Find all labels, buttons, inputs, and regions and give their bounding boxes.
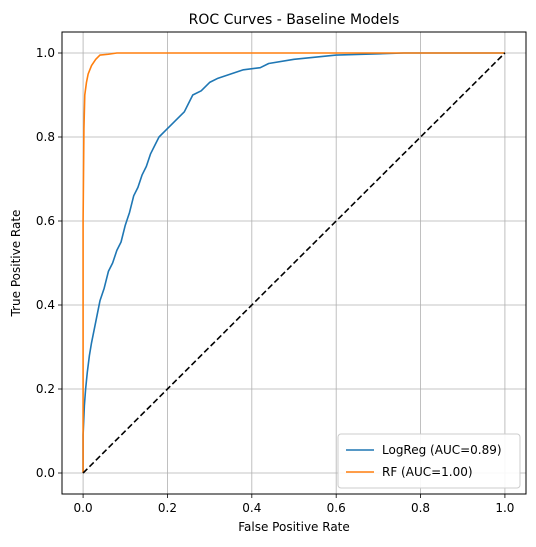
- y-tick-label: 0.6: [36, 214, 55, 228]
- y-tick-label: 1.0: [36, 46, 55, 60]
- series-line-1: [82, 52, 505, 473]
- x-axis-label: False Positive Rate: [238, 520, 350, 534]
- y-tick-label: 0.8: [36, 130, 55, 144]
- plot-area: [61, 31, 527, 495]
- x-axis: 0.0 0.2 0.4 0.6 0.8 1.0: [74, 494, 514, 515]
- plot-frame: [61, 31, 527, 495]
- chart-title: ROC Curves - Baseline Models: [189, 12, 400, 28]
- y-tick-label: 0.4: [36, 298, 55, 312]
- legend-label: LogReg (AUC=0.89): [382, 443, 502, 457]
- y-axis: 0.0 0.2 0.4 0.6 0.8 1.0: [36, 46, 62, 480]
- x-tick-label: 0.8: [411, 501, 430, 515]
- x-tick-label: 0.6: [327, 501, 346, 515]
- legend-box: [337, 433, 521, 489]
- x-tick-label: 0.0: [74, 501, 93, 515]
- chance-diagonal-line: [82, 52, 506, 474]
- legend: LogReg (AUC=0.89) RF (AUC=1.00): [337, 433, 521, 489]
- y-axis-label: True Positive Rate: [9, 210, 23, 318]
- series-line-0: [82, 52, 505, 473]
- y-tick-label: 0.0: [36, 466, 55, 480]
- x-tick-label: 0.4: [242, 501, 261, 515]
- x-tick-label: 0.2: [158, 501, 177, 515]
- series-layer: [82, 52, 506, 474]
- x-tick-label: 1.0: [495, 501, 514, 515]
- legend-label: RF (AUC=1.00): [382, 465, 473, 479]
- y-tick-label: 0.2: [36, 382, 55, 396]
